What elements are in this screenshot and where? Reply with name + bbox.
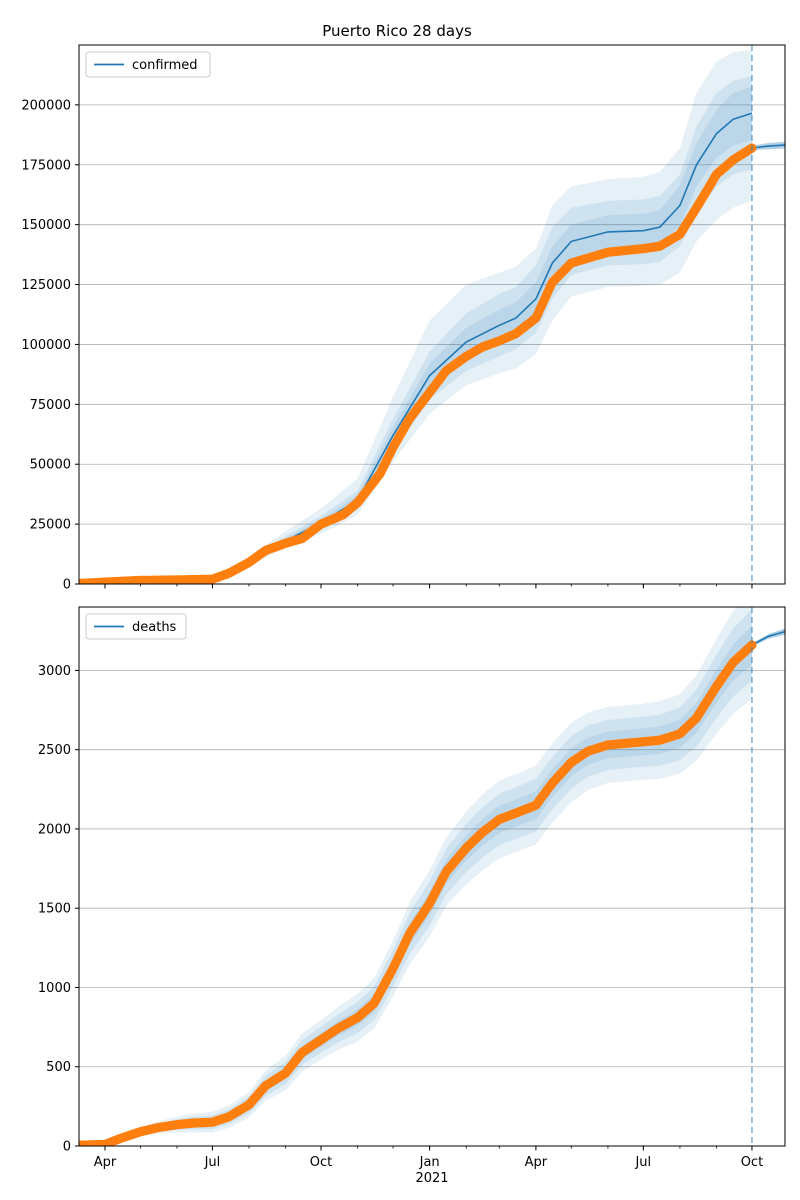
y-tick-label: 175000 [21,158,71,173]
confidence-band [79,607,752,1146]
y-tick-label: 75000 [30,398,71,413]
confidence-band [212,49,752,580]
y-tick-label: 50000 [30,458,71,473]
plot-area [79,49,785,584]
y-tick-label: 2500 [38,743,71,758]
model-line [751,630,785,646]
x-tick-label: Oct [310,1155,332,1170]
y-tick-label: 0 [63,578,71,593]
legend: confirmed [85,51,211,78]
y-tick-label: 2000 [38,822,71,837]
y-tick-label: 500 [46,1060,71,1075]
legend: deaths [85,613,187,640]
x-year-label: 2021 [415,1171,448,1186]
x-tick-label: Jan [419,1155,440,1170]
y-tick-label: 25000 [30,518,71,533]
y-tick-label: 0 [63,1140,71,1155]
legend-box [85,613,187,640]
forecast-band [751,628,785,647]
y-tick-label: 100000 [21,338,71,353]
x-tick-label: Oct [741,1155,763,1170]
y-tick-label: 150000 [21,218,71,233]
y-tick-label: 1000 [38,981,71,996]
forecast-line [751,144,785,149]
observed-point [747,640,757,650]
legend-label: confirmed [132,58,198,73]
deaths-panel: 0 500 1000 1500 2000 2500 3000 Apr Jul Oct Jan Apr J… [38,606,786,1170]
axes-frame [78,606,786,1147]
chart-title: Puerto Rico 28 days [322,22,472,40]
confidence-band [212,76,752,580]
legend-label: deaths [132,620,177,635]
y-tick-label: 3000 [38,664,71,679]
y-tick-label: 125000 [21,278,71,293]
y-tick-label: 200000 [21,98,71,113]
legend-box [85,51,211,78]
x-tick-label: Apr [525,1155,548,1170]
x-tick-label: Jul [204,1155,221,1170]
x-tick-label: Apr [94,1155,117,1170]
axes-frame [78,44,786,585]
x-tick-label: Jul [634,1155,651,1170]
plot-area [79,607,785,1146]
confirmed-panel: 0 25000 50000 75000 100000 125000 150000 175000… [21,44,786,593]
y-tick-label: 1500 [38,902,71,917]
confidence-band [79,609,752,1146]
